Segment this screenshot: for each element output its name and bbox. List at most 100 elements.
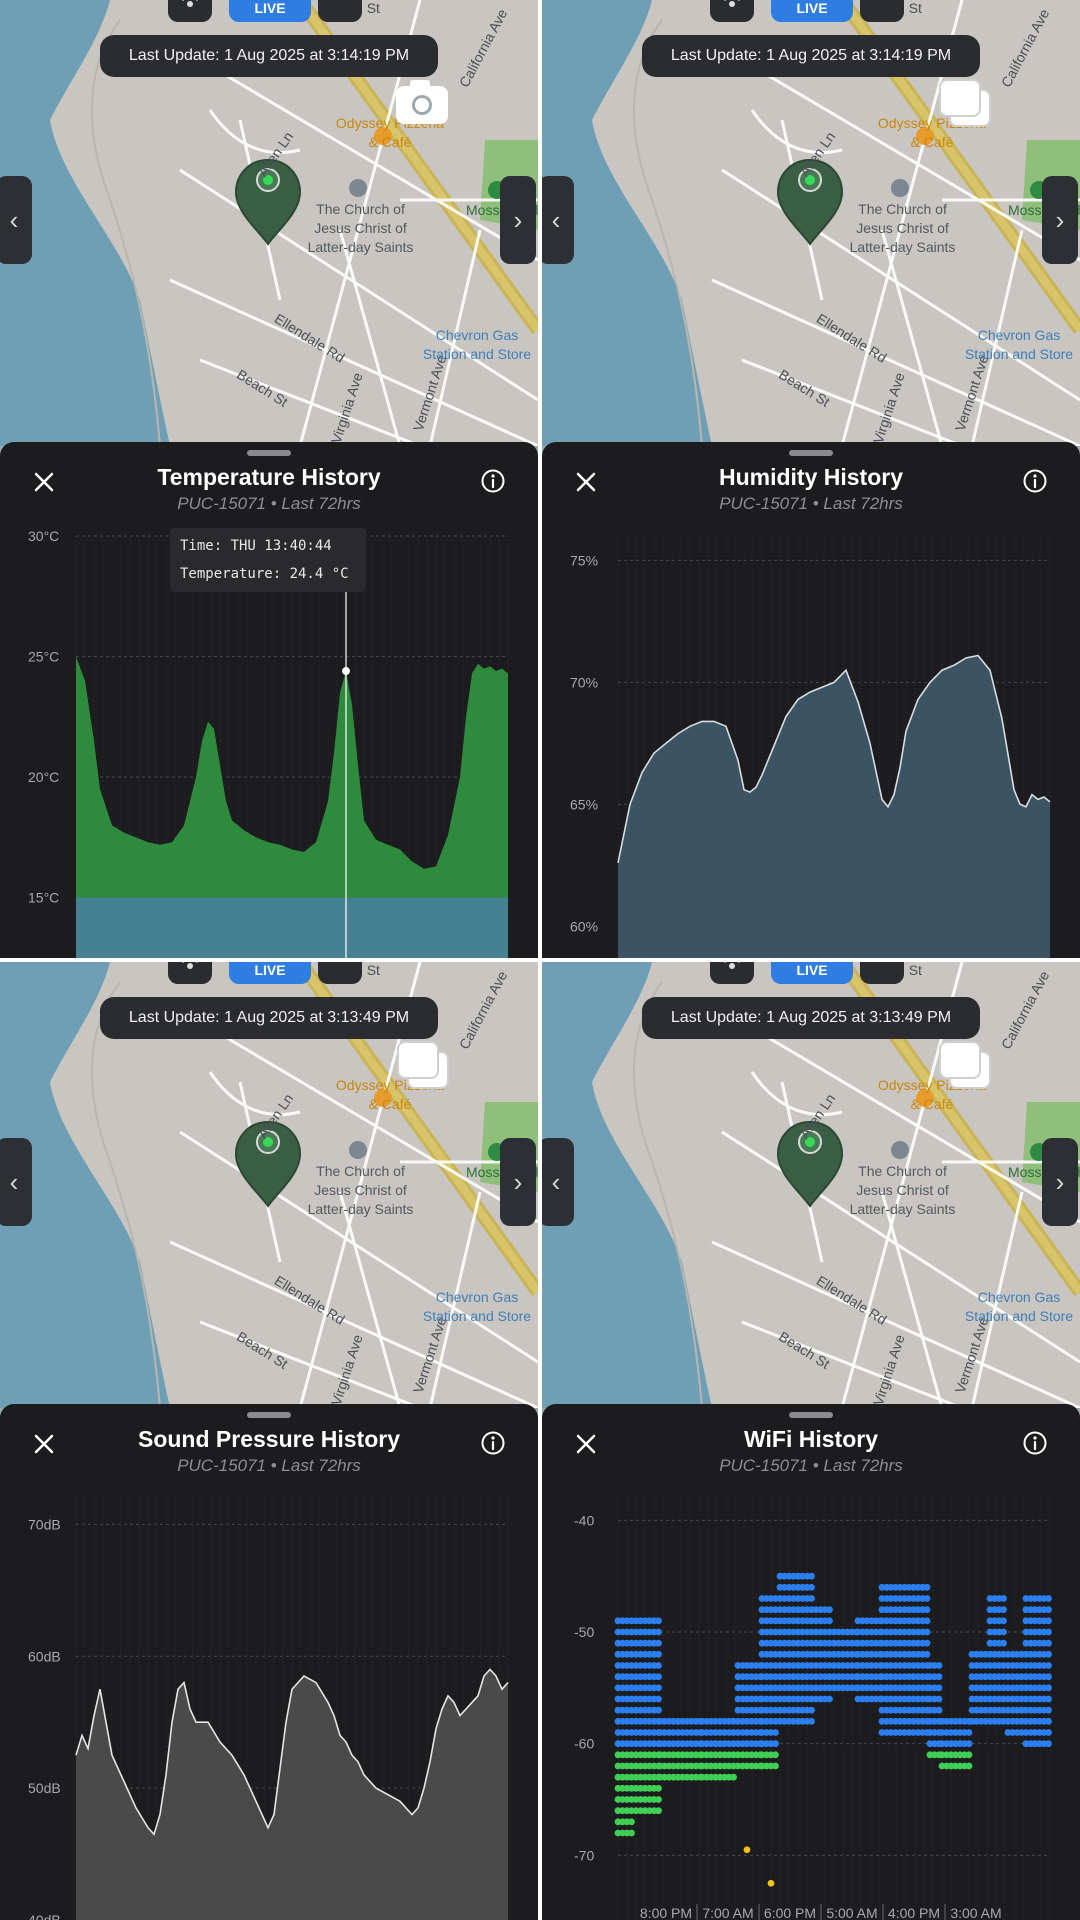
- tooltip-time: Time: THU 13:40:44: [180, 538, 332, 554]
- last-update-pill: Last Update: 1 Aug 2025 at 3:14:19 PM: [100, 35, 438, 77]
- wifi-point: [743, 1846, 751, 1854]
- wifi-point: [628, 1818, 635, 1826]
- previous-button[interactable]: ‹: [0, 1138, 32, 1226]
- wifi-point: [1045, 1639, 1052, 1647]
- x-tick-label: 3:00 AM: [950, 1905, 1001, 1920]
- wifi-point: [1000, 1595, 1007, 1602]
- church-icon: [349, 1141, 367, 1159]
- y-tick-label: 65%: [570, 796, 598, 812]
- wifi-point: [655, 1684, 662, 1692]
- y-tick-label: 60%: [570, 918, 598, 934]
- wifi-point: [826, 1695, 833, 1703]
- next-button[interactable]: ›: [500, 1138, 536, 1226]
- sheet-grabber[interactable]: [247, 450, 291, 456]
- sensor-pin-icon[interactable]: [776, 158, 844, 246]
- wifi-point: [935, 1706, 943, 1714]
- close-button[interactable]: [30, 1430, 58, 1458]
- wifi-point: [1000, 1606, 1007, 1614]
- wifi-point: [923, 1595, 931, 1602]
- close-icon: [576, 472, 596, 492]
- close-button[interactable]: [30, 468, 58, 496]
- close-icon: [34, 472, 54, 492]
- history-chart[interactable]: 30°C 25°C 20°C 15°C: [0, 442, 538, 958]
- layers-button[interactable]: [318, 0, 362, 22]
- live-button[interactable]: LIVE: [771, 0, 853, 22]
- previous-button[interactable]: ‹: [0, 176, 32, 264]
- wifi-point: [1000, 1628, 1007, 1636]
- info-button[interactable]: [480, 1430, 506, 1456]
- wifi-point: [1045, 1673, 1052, 1681]
- live-button[interactable]: LIVE: [229, 962, 311, 984]
- info-icon: [1023, 1431, 1047, 1455]
- wifi-point: [1000, 1617, 1007, 1625]
- wifi-point: [1045, 1650, 1052, 1658]
- wifi-point: [1045, 1595, 1052, 1602]
- history-chart[interactable]: 75% 70% 65% 60%: [542, 442, 1080, 958]
- layers-button[interactable]: [318, 962, 362, 984]
- wifi-button[interactable]: [168, 962, 212, 984]
- panel-sound-pressure: Ashual St Allen Ln California Ave Odysse…: [0, 962, 538, 1920]
- map-view[interactable]: Ashual St Allen Ln California Ave Odysse…: [542, 0, 1080, 446]
- info-button[interactable]: [480, 468, 506, 494]
- data-area: [76, 656, 508, 958]
- wifi-button[interactable]: [168, 0, 212, 22]
- close-icon: [576, 1434, 596, 1454]
- previous-button[interactable]: ‹: [542, 1138, 574, 1226]
- chevron-right-icon: ›: [513, 205, 523, 235]
- close-button[interactable]: [572, 468, 600, 496]
- map-view[interactable]: Ashual St Allen Ln California Ave Odysse…: [542, 962, 1080, 1408]
- data-line: [617, 654, 1051, 864]
- history-chart[interactable]: 70dB 60dB 50dB 40dB: [0, 1404, 538, 1920]
- sheet-grabber[interactable]: [789, 1412, 833, 1418]
- wifi-point: [1045, 1695, 1052, 1703]
- panel-wifi: Ashual St Allen Ln California Ave Odysse…: [542, 962, 1080, 1920]
- panel-temperature: Ashual St Allen Ln California Ave Odysse…: [0, 0, 538, 958]
- y-tick-label: 70%: [570, 674, 598, 690]
- history-sheet: WiFi History PUC-15071 • Last 72hrs -40-…: [542, 1404, 1080, 1920]
- map-view[interactable]: Ashual St Allen Ln California Ave Odysse…: [0, 962, 538, 1408]
- sensor-pin-icon[interactable]: [234, 158, 302, 246]
- sensor-pin-icon[interactable]: [234, 1120, 302, 1208]
- sheet-subtitle: PUC-15071 • Last 72hrs: [719, 494, 903, 513]
- next-button[interactable]: ›: [500, 176, 536, 264]
- sheet-grabber[interactable]: [789, 450, 833, 456]
- sheet-title: Humidity History: [718, 464, 904, 490]
- chevron-right-icon: ›: [1055, 1167, 1065, 1197]
- chevron-right-icon: ›: [513, 1167, 523, 1197]
- data-area: [618, 655, 1050, 958]
- sheet-grabber[interactable]: [247, 1412, 291, 1418]
- wifi-point: [923, 1650, 931, 1658]
- info-button[interactable]: [1022, 1430, 1048, 1456]
- wifi-point: [965, 1751, 973, 1759]
- last-update-pill: Last Update: 1 Aug 2025 at 3:14:19 PM: [642, 35, 980, 77]
- info-button[interactable]: [1022, 468, 1048, 494]
- poi-label-gas-station: Chevron Gas Station and Store: [422, 1289, 532, 1324]
- sensor-pin-icon[interactable]: [776, 1120, 844, 1208]
- chart-tooltip: Time: THU 13:40:44 Temperature: 24.4 °C: [170, 528, 366, 592]
- wifi-point: [655, 1617, 662, 1625]
- layers-button[interactable]: [860, 962, 904, 984]
- wifi-button[interactable]: [710, 962, 754, 984]
- previous-button[interactable]: ‹: [542, 176, 574, 264]
- wifi-point: [767, 1879, 775, 1887]
- next-button[interactable]: ›: [1042, 176, 1078, 264]
- church-icon: [349, 179, 367, 197]
- next-button[interactable]: ›: [1042, 1138, 1078, 1226]
- history-chart[interactable]: -40 -50 -60 -70 8:00 PM 7:00 AM 6:00 PM 5:00 AM…: [542, 1404, 1080, 1920]
- poi-label-church: The Church of Jesus Christ of Latter-day…: [307, 201, 414, 255]
- map-view[interactable]: Ashual St Allen Ln California Ave Odysse…: [0, 0, 538, 446]
- y-tick-label: 15°C: [28, 890, 59, 906]
- wifi-point: [1045, 1684, 1052, 1692]
- x-tick-label: 7:00 AM: [702, 1905, 753, 1920]
- wifi-point: [923, 1606, 931, 1614]
- wifi-button[interactable]: [710, 0, 754, 22]
- wifi-point: [1045, 1662, 1052, 1669]
- live-button[interactable]: LIVE: [771, 962, 853, 984]
- wifi-point: [655, 1695, 662, 1703]
- wifi-point: [935, 1673, 943, 1681]
- wifi-point: [826, 1606, 833, 1614]
- live-button[interactable]: LIVE: [229, 0, 311, 22]
- layers-button[interactable]: [860, 0, 904, 22]
- close-button[interactable]: [572, 1430, 600, 1458]
- wifi-icon: [724, 962, 740, 969]
